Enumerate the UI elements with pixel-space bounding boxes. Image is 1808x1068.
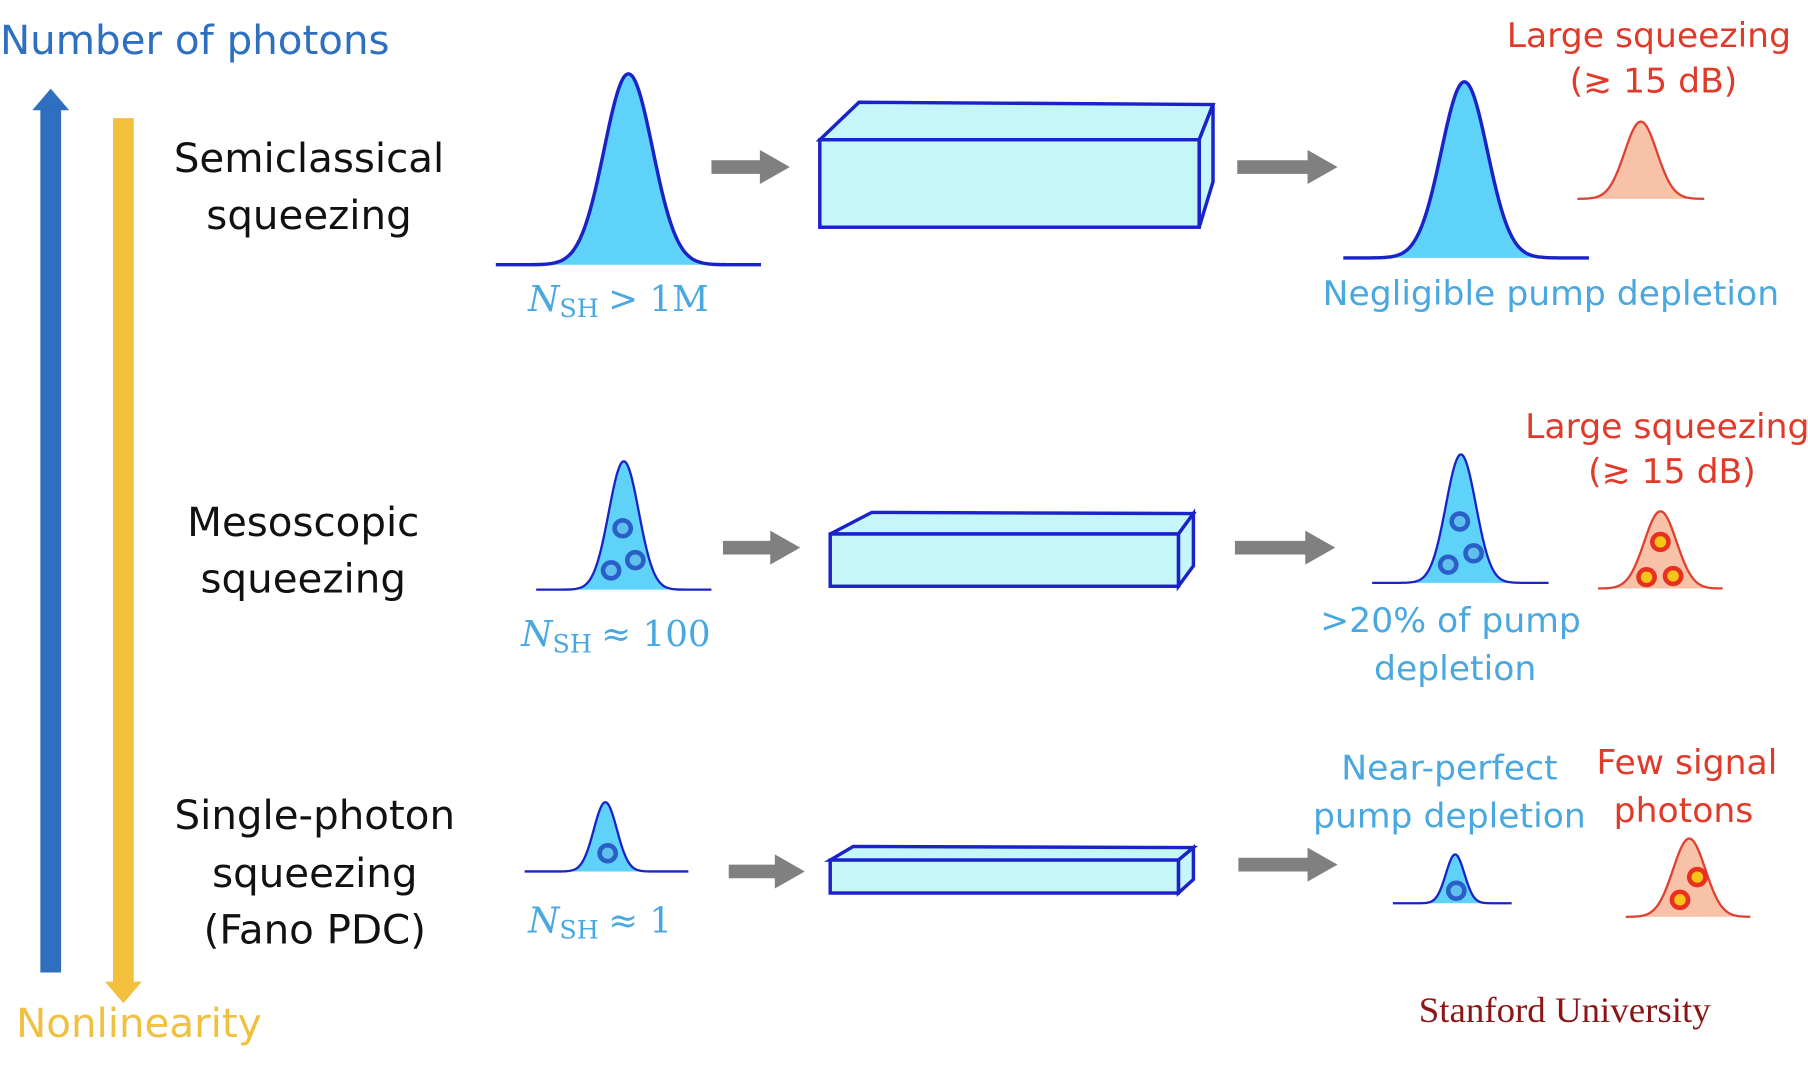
crystal [815,100,1216,229]
photon [597,843,619,864]
signal-note: photons [1614,791,1754,831]
regime-label: Single-photon [175,793,456,839]
photon [1686,866,1708,888]
footer-logo: Stanford University [1419,989,1712,1030]
crystal [823,843,1199,897]
pump-note: >20% of pump [1320,601,1581,641]
pump-note: pump depletion [1313,797,1586,837]
photon [1445,880,1467,901]
photon [1449,511,1471,532]
flow-arrow-head [770,530,801,565]
pulse-outline [524,800,689,873]
signal-note: (≳ 15 dB) [1588,452,1756,492]
relation: ≈ 100 [601,614,711,655]
signal-note: (≳ 15 dB) [1570,62,1738,102]
pulse-outline [495,72,762,267]
photon [612,518,634,539]
photon [600,560,622,581]
photon-number: NSH > 1M [527,279,709,323]
pulse-outline [1625,837,1751,919]
pulse [1392,854,1512,904]
pulse-outline [1372,453,1549,584]
relation: ≈ 1 [608,900,672,941]
flow-arrow-head [1307,149,1338,185]
flow-arrow-head [1307,847,1338,882]
regime-label: squeezing [201,557,406,603]
pump-note: Negligible pump depletion [1323,274,1779,314]
subscript: SH [559,916,598,945]
photon [1463,543,1484,564]
pulse [1343,81,1589,258]
pump-note: Near-perfect [1341,749,1557,789]
nonlinearity-axis-head [104,981,142,1004]
signal-note: Few signal [1597,743,1778,783]
regime-label: Semiclassical [174,137,444,183]
photon [1669,889,1691,911]
pump-note: depletion [1374,649,1536,689]
pulse-outline [1343,80,1589,260]
axis-label: Nonlinearity [16,1001,261,1047]
regime-label: (Fano PDC) [204,908,426,954]
subscript: SH [559,294,598,323]
flow-arrow-head [759,149,790,185]
pulse [495,73,762,265]
subscript: SH [552,629,591,658]
regime-label: squeezing [212,851,417,897]
relation: > 1M [608,279,709,320]
pulse-outline [536,460,712,591]
photon-axis-head [32,88,70,111]
photon [1650,531,1671,553]
regime-label: squeezing [206,193,411,239]
flow-arrow-head [774,854,805,889]
pulse-outline [1577,120,1705,200]
signal-note: Large squeezing [1507,16,1791,56]
crystal [828,508,1197,592]
photon-number: NSH ≈ 1 [527,900,672,944]
signal-note: Large squeezing [1525,407,1808,447]
symbol: N [527,279,561,320]
pulse-outline [1392,853,1512,905]
photon-number: NSH ≈ 100 [520,614,711,658]
regime-label: Mesoscopic [187,500,419,546]
axis-label: Number of photons [0,18,390,64]
photon [624,549,646,571]
photon [1437,554,1459,575]
flow-arrow-head [1305,530,1336,565]
symbol: N [527,900,561,941]
pulse-outline [1598,510,1723,590]
photon [1662,565,1684,587]
symbol: N [520,614,554,655]
pulse [1577,121,1705,199]
photon [1636,566,1657,588]
pulse [524,802,689,872]
